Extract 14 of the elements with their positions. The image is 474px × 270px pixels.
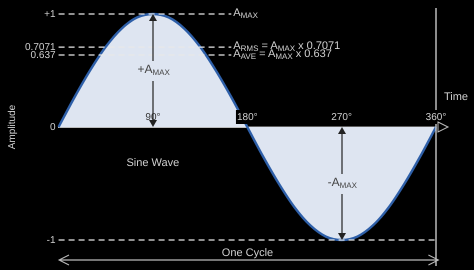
text: One Cycle (222, 247, 274, 259)
y-tick-label: -1 (46, 234, 56, 246)
x-axis-title: Time (444, 91, 468, 103)
y-tick-label: 0 (50, 122, 56, 133)
ref-line-label: A$_{MAX}$ (233, 6, 258, 22)
text: Sine Wave (126, 157, 180, 170)
y-tick-label: +1 (44, 8, 56, 20)
annotation: +A$_{MAX}$ (137, 61, 170, 81)
y-tick-label: 0.637 (30, 50, 56, 61)
x-tick-label: 270° (331, 112, 352, 123)
annotation: -A$_{MAX}$ (328, 174, 357, 194)
x-tick-label: 360° (426, 112, 446, 123)
y-axis-title: Amplitude (6, 104, 18, 150)
x-tick-label: 180° (236, 112, 258, 123)
